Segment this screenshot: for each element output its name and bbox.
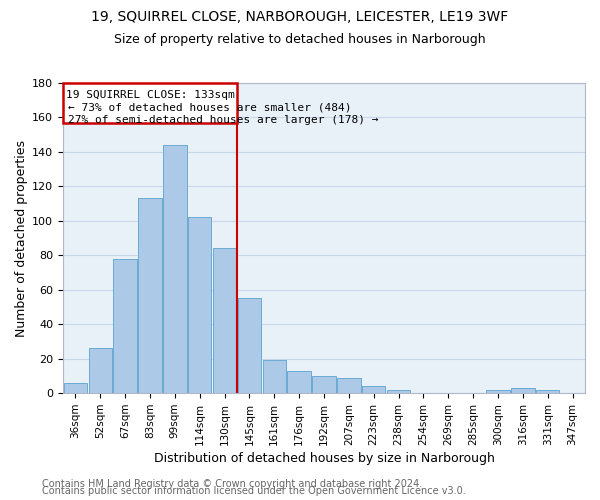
Bar [312, 376, 336, 393]
Bar [387, 390, 410, 393]
Bar [188, 218, 211, 393]
Bar [511, 388, 535, 393]
Bar [89, 348, 112, 393]
Bar [263, 360, 286, 393]
Y-axis label: Number of detached properties: Number of detached properties [15, 140, 28, 336]
Bar [337, 378, 361, 393]
Text: 19 SQUIRREL CLOSE: 133sqm: 19 SQUIRREL CLOSE: 133sqm [65, 90, 235, 100]
Bar [138, 198, 162, 393]
Bar [287, 371, 311, 393]
Text: 27% of semi-detached houses are larger (178) →: 27% of semi-detached houses are larger (… [68, 114, 379, 124]
Bar [113, 259, 137, 393]
X-axis label: Distribution of detached houses by size in Narborough: Distribution of detached houses by size … [154, 452, 494, 465]
Text: 19, SQUIRREL CLOSE, NARBOROUGH, LEICESTER, LE19 3WF: 19, SQUIRREL CLOSE, NARBOROUGH, LEICESTE… [91, 10, 509, 24]
Text: Contains public sector information licensed under the Open Government Licence v3: Contains public sector information licen… [42, 486, 466, 496]
Bar [64, 383, 87, 393]
Bar [536, 390, 559, 393]
Bar [213, 248, 236, 393]
Bar [238, 298, 261, 393]
FancyBboxPatch shape [63, 83, 237, 122]
Bar [362, 386, 385, 393]
Text: ← 73% of detached houses are smaller (484): ← 73% of detached houses are smaller (48… [68, 102, 352, 113]
Bar [163, 145, 187, 393]
Bar [486, 390, 510, 393]
Text: Size of property relative to detached houses in Narborough: Size of property relative to detached ho… [114, 32, 486, 46]
Text: Contains HM Land Registry data © Crown copyright and database right 2024.: Contains HM Land Registry data © Crown c… [42, 479, 422, 489]
